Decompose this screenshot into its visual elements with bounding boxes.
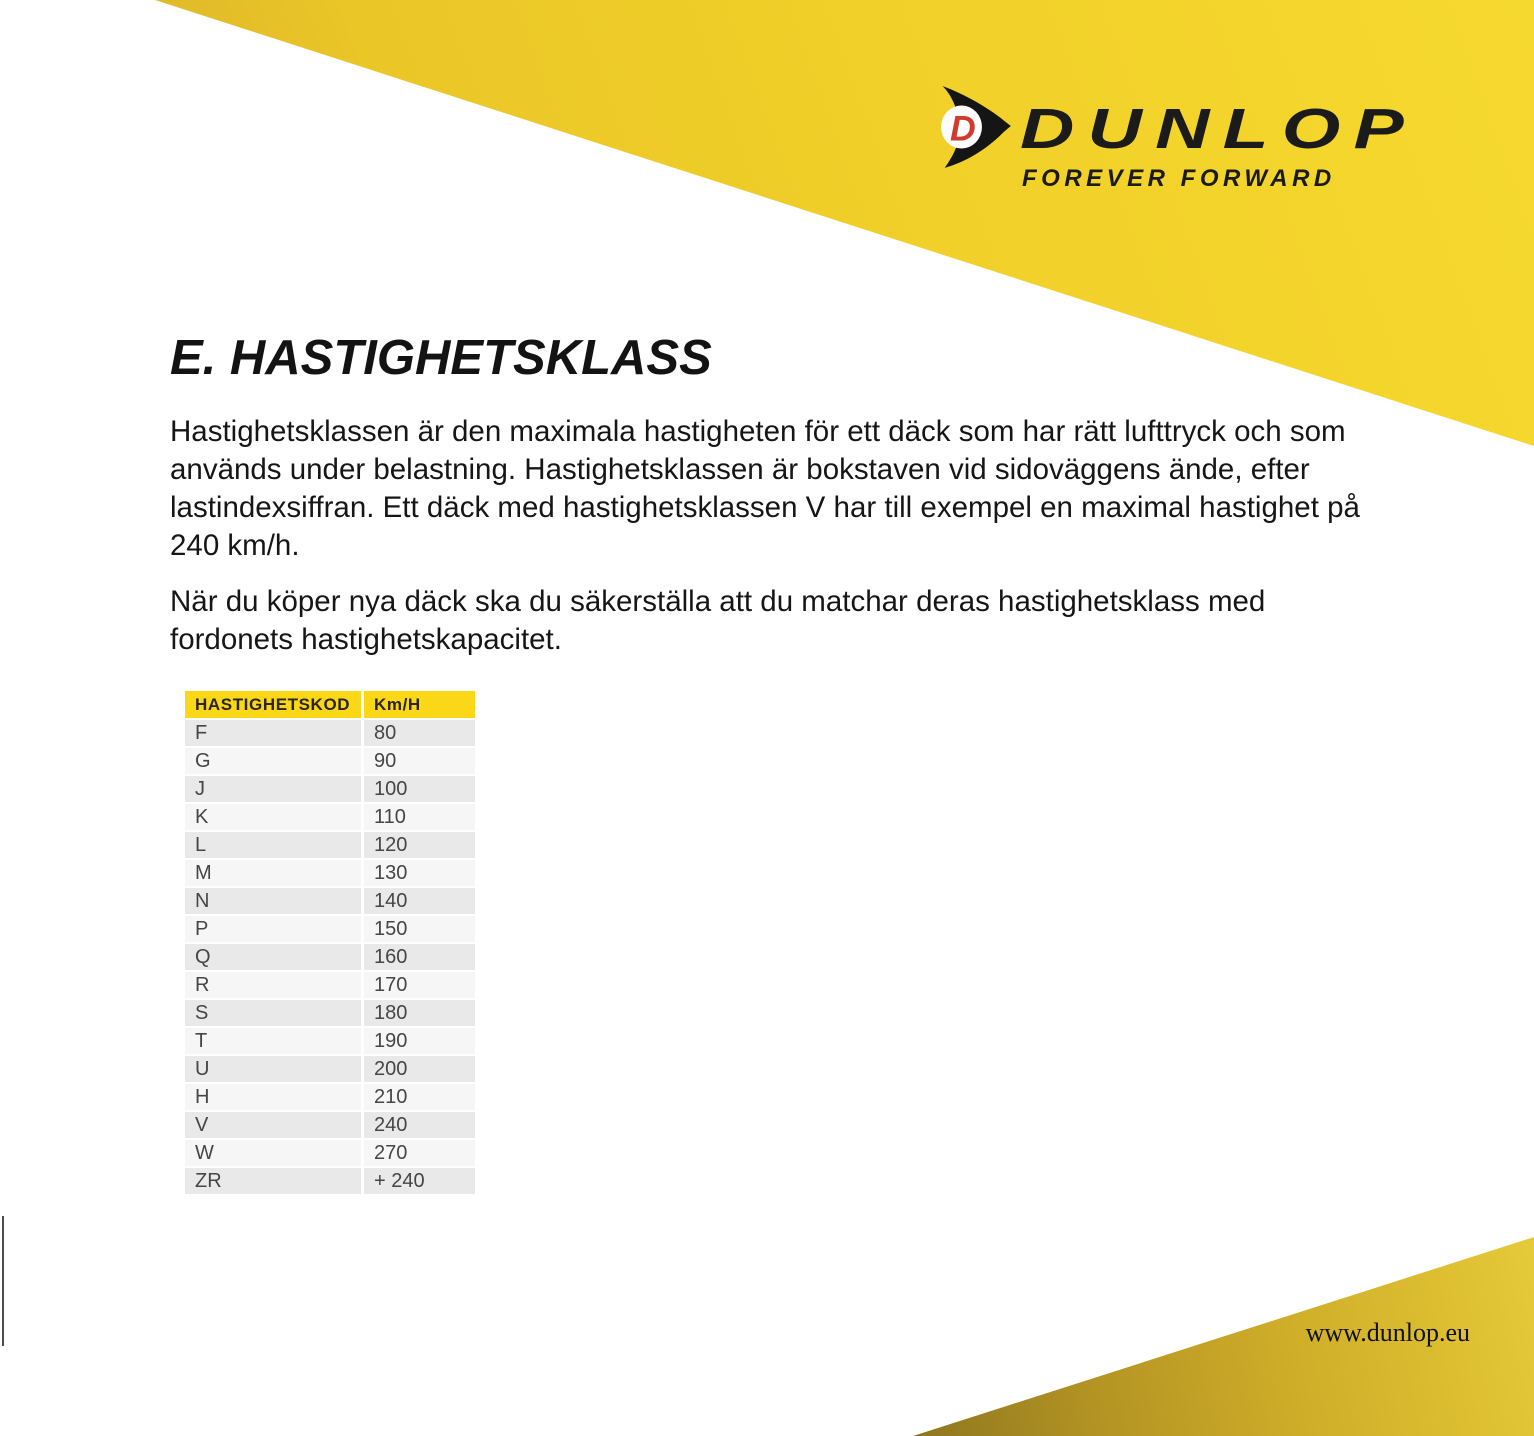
speed-kmh-cell: 140	[364, 888, 475, 914]
table-row: M 130	[185, 860, 475, 886]
table-row: H 210	[185, 1084, 475, 1110]
table-header-row: HASTIGHETSKOD Km/H	[185, 691, 475, 718]
speed-kmh-cell: 110	[364, 804, 475, 830]
speed-code-cell: ZR	[185, 1168, 361, 1194]
footer-website-url: www.dunlop.eu	[1305, 1318, 1470, 1347]
table-row: G 90	[185, 748, 475, 774]
speed-rating-table: HASTIGHETSKOD Km/H F 80 G 90 J 100 K 110 L 120 M 13…	[185, 691, 475, 1196]
speed-table-body: F 80 G 90 J 100 K 110 L 120 M 130 N 140 P 150 Q 160 R 170 S 1…	[185, 720, 475, 1194]
table-row: ZR + 240	[185, 1168, 475, 1194]
table-row: S 180	[185, 1000, 475, 1026]
table-row: R 170	[185, 972, 475, 998]
speed-code-cell: T	[185, 1028, 361, 1054]
speed-code-cell: R	[185, 972, 361, 998]
speed-code-cell: U	[185, 1056, 361, 1082]
table-row: Q 160	[185, 944, 475, 970]
table-row: N 140	[185, 888, 475, 914]
speed-kmh-cell: 180	[364, 1000, 475, 1026]
speed-code-cell: G	[185, 748, 361, 774]
speed-kmh-cell: 170	[364, 972, 475, 998]
speed-kmh-cell: 200	[364, 1056, 475, 1082]
speed-kmh-cell: 90	[364, 748, 475, 774]
dunlop-logo: D DUNLOP FOREVER FORWARD	[930, 84, 1450, 204]
brand-tagline: FOREVER FORWARD	[1022, 165, 1336, 192]
header-cell-speed-code: HASTIGHETSKOD	[185, 691, 361, 718]
speed-kmh-cell: 120	[364, 832, 475, 858]
table-row: L 120	[185, 832, 475, 858]
speed-code-cell: J	[185, 776, 361, 802]
dunlop-flying-d-icon: D	[941, 86, 1011, 168]
speed-kmh-cell: 190	[364, 1028, 475, 1054]
speed-kmh-cell: + 240	[364, 1168, 475, 1194]
speed-code-cell: P	[185, 916, 361, 942]
table-row: J 100	[185, 776, 475, 802]
paragraph-speed-class-definition: Hastighetsklassen är den maximala hastig…	[170, 415, 1360, 562]
table-row: K 110	[185, 804, 475, 830]
speed-code-cell: V	[185, 1112, 361, 1138]
speed-code-cell: F	[185, 720, 361, 746]
page-title: E. HASTIGHETSKLASS	[170, 331, 712, 385]
speed-kmh-cell: 130	[364, 860, 475, 886]
table-row: F 80	[185, 720, 475, 746]
speed-code-cell: S	[185, 1000, 361, 1026]
speed-code-cell: N	[185, 888, 361, 914]
speed-kmh-cell: 80	[364, 720, 475, 746]
speed-kmh-cell: 100	[364, 776, 475, 802]
header-cell-kmh: Km/H	[364, 691, 475, 718]
speed-code-cell: Q	[185, 944, 361, 970]
speed-code-cell: W	[185, 1140, 361, 1166]
speed-kmh-cell: 240	[364, 1112, 475, 1138]
speed-kmh-cell: 210	[364, 1084, 475, 1110]
table-row: P 150	[185, 916, 475, 942]
table-row: T 190	[185, 1028, 475, 1054]
speed-kmh-cell: 270	[364, 1140, 475, 1166]
speed-code-cell: M	[185, 860, 361, 886]
table-row: V 240	[185, 1112, 475, 1138]
speed-kmh-cell: 150	[364, 916, 475, 942]
paragraph-buying-advice: När du köper nya däck ska du säkerställa…	[170, 585, 1266, 656]
table-row: W 270	[185, 1140, 475, 1166]
speed-code-cell: L	[185, 832, 361, 858]
footer-left-border	[2, 1216, 4, 1346]
speed-code-cell: K	[185, 804, 361, 830]
table-row: U 200	[185, 1056, 475, 1082]
speed-code-cell: H	[185, 1084, 361, 1110]
logo-letter: D	[950, 109, 976, 149]
brand-name: DUNLOP	[1020, 97, 1417, 161]
speed-kmh-cell: 160	[364, 944, 475, 970]
